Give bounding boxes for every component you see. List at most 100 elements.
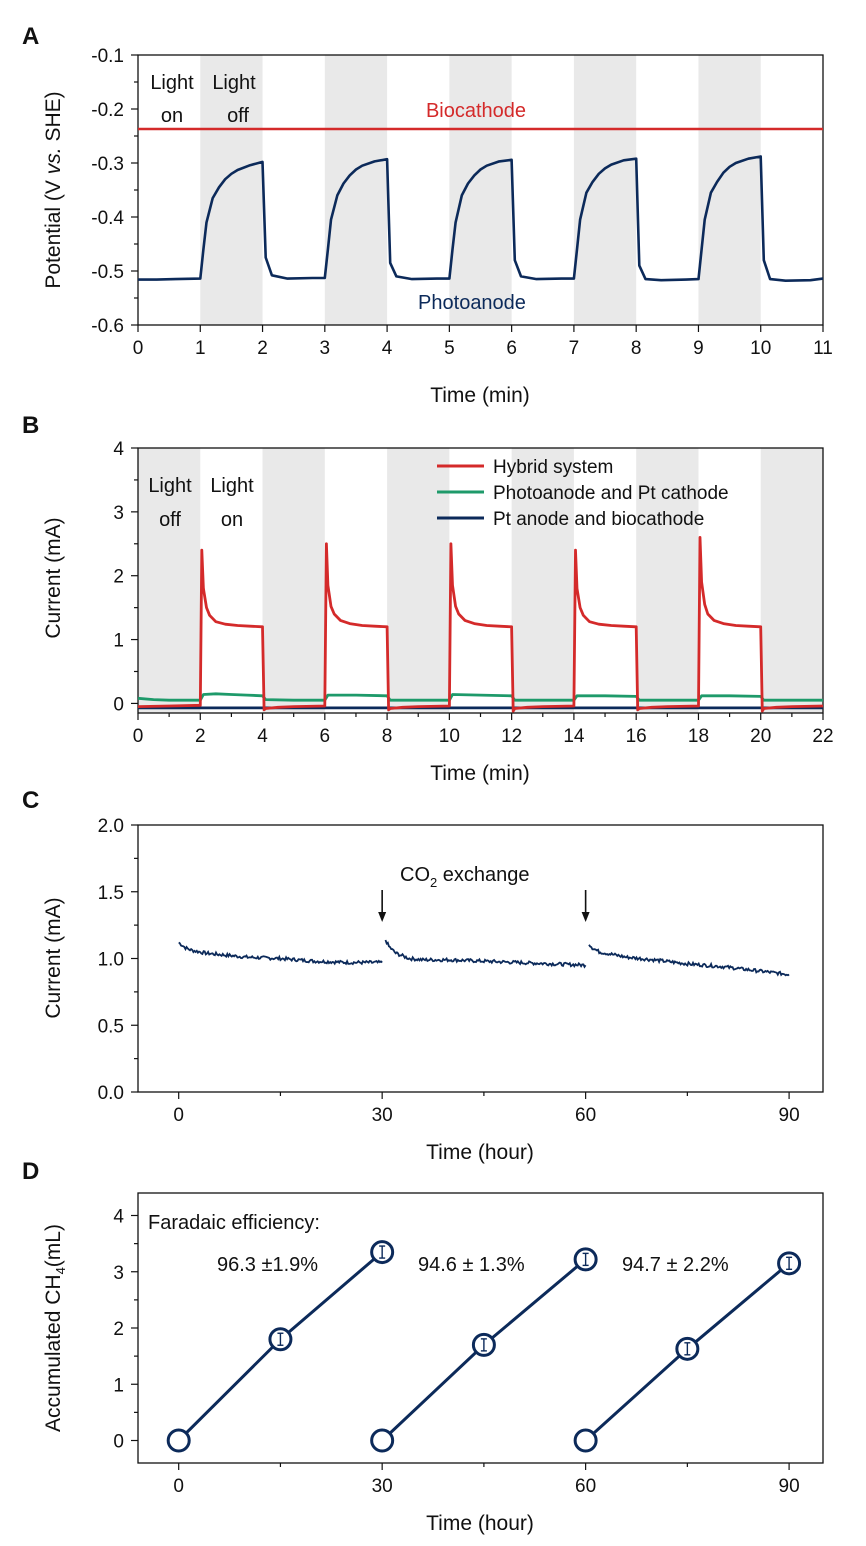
y-tick-label: 0.5 [98,1016,124,1037]
panel-d-efficiency-1: 96.3 ±1.9% [217,1254,318,1276]
panel-b-light-off-line1: Light [148,475,192,497]
panel-a-photoanode-label: Photoanode [418,292,526,314]
x-tick-label: 30 [372,1105,393,1126]
panel-c-ticks: 0 30 60 90 0.0 0.5 1.0 1.5 2.0 [98,816,800,1126]
series-line-hybrid-system [137,536,824,713]
panel-a-ylabel-part-3: SHE) [42,91,65,147]
y-tick-label: -0.1 [91,46,124,67]
x-tick-label: 3 [320,338,331,359]
light-off-shade [262,448,325,713]
panel-a-y-axis-title: Potential (V vs. SHE) [42,91,65,288]
series-line-segment-3 [588,944,790,977]
panel-a-shaded-intervals [200,55,761,325]
x-tick-label: 6 [320,726,331,747]
co2-suffix: exchange [437,864,529,886]
light-off-shade [573,55,637,325]
panel-c-y-axis-title: Current (mA) [42,897,65,1018]
x-tick-label: 0 [173,1476,184,1497]
data-point-marker [166,1428,191,1453]
y-tick-label: -0.6 [91,316,124,337]
x-tick-label: 0 [173,1105,184,1126]
co2-subscript: 2 [430,875,437,890]
x-tick-label: 0 [133,726,144,747]
x-tick-label: 11 [813,338,833,359]
ch4-prefix: Accumulated CH [42,1274,65,1432]
panel-c-letter: C [22,787,39,814]
y-tick-label: 2.0 [98,816,124,837]
x-tick-label: 14 [563,726,585,747]
x-tick-label: 16 [626,726,647,747]
legend-label-pt-biocathode: Pt anode and biocathode [493,509,704,530]
legend-label-hybrid: Hybrid system [493,457,613,478]
co2-prefix: CO [400,864,430,886]
panel-c-arrows [378,890,590,922]
panel-d-x-axis-title: Time (hour) [426,1512,534,1535]
light-off-shade [200,55,263,325]
series-line-segment-1 [178,941,383,966]
panel-d-y-axis-title: Accumulated CH4(mL) [42,1224,68,1432]
panel-d-letter: D [22,1158,39,1185]
x-tick-label: 4 [257,726,268,747]
x-tick-label: 90 [779,1476,800,1497]
y-tick-label: -0.5 [91,262,124,283]
legend-label-photoanode-pt: Photoanode and Pt cathode [493,483,729,504]
y-tick-label: 0 [113,694,124,715]
panel-a-letter: A [22,23,39,50]
x-tick-label: 7 [569,338,580,359]
panel-a-biocathode-label: Biocathode [426,100,526,122]
light-off-shade [449,55,512,325]
panel-b-light-on-line2: on [221,509,243,531]
x-tick-label: 0 [133,338,144,359]
panel-d-efficiency-3: 94.7 ± 2.2% [622,1254,729,1276]
panel-a-ylabel-part-1: Potential (V [42,174,65,288]
panel-b-shaded-intervals [138,448,823,713]
x-tick-label: 12 [501,726,522,747]
panel-d-series [166,1240,802,1453]
x-tick-label: 1 [195,338,206,359]
x-tick-label: 8 [382,726,393,747]
x-tick-label: 8 [631,338,642,359]
panel-d: D 0 30 60 90 0 1 2 3 4 Faradaic efficiency: 96.3… [22,1158,824,1535]
x-tick-label: 10 [750,338,771,359]
x-tick-label: 60 [575,1476,596,1497]
panel-a-light-off-line1: Light [212,72,256,94]
panel-b-legend: Hybrid system Photoanode and Pt cathode … [437,457,729,530]
y-tick-label: 4 [113,1207,124,1228]
co2-exchange-arrow-head [581,912,590,922]
y-tick-label: 1.5 [98,883,124,904]
panel-b-letter: B [22,412,39,439]
y-tick-label: -0.4 [91,208,124,229]
x-tick-label: 22 [812,726,833,747]
panel-c-co2-annotation: CO2 exchange [400,864,530,890]
y-tick-label: 2 [113,1319,124,1340]
light-off-shade [636,448,699,713]
y-tick-label: 1.0 [98,950,124,971]
x-tick-label: 2 [257,338,268,359]
y-tick-label: 1 [113,1375,124,1396]
light-off-shade [138,448,201,713]
y-tick-label: 3 [113,1263,124,1284]
panel-a: A 0 1 2 3 4 5 6 7 8 9 10 11 -0.1 -0.2 -0.3 -0.4 -0.5 -0.6… [22,23,833,407]
y-tick-label: -0.2 [91,100,124,121]
panel-b-x-axis-title: Time (min) [430,762,530,785]
panel-a-ticks: 0 1 2 3 4 5 6 7 8 9 10 11 -0.1 -0.2 -0.3 -0.4 -0.5 -0.6 [91,46,833,359]
x-tick-label: 9 [693,338,704,359]
y-tick-label: 0 [113,1432,124,1453]
x-tick-label: 5 [444,338,455,359]
y-tick-label: -0.3 [91,154,124,175]
data-point-marker [573,1428,598,1453]
x-tick-label: 60 [575,1105,596,1126]
series-line-photoanode [138,155,824,282]
x-tick-label: 18 [688,726,709,747]
y-tick-label: 1 [113,631,124,652]
x-tick-label: 4 [382,338,393,359]
panel-c: C 0 30 60 90 0.0 0.5 1.0 1.5 2.0 CO2 exchange Ti… [22,787,824,1164]
x-tick-label: 30 [372,1476,393,1497]
panel-b-y-axis-title: Current (mA) [42,517,65,638]
ch4-subscript: 4 [53,1267,68,1274]
panel-b-series [137,536,824,713]
x-tick-label: 2 [195,726,206,747]
x-tick-label: 90 [779,1105,800,1126]
